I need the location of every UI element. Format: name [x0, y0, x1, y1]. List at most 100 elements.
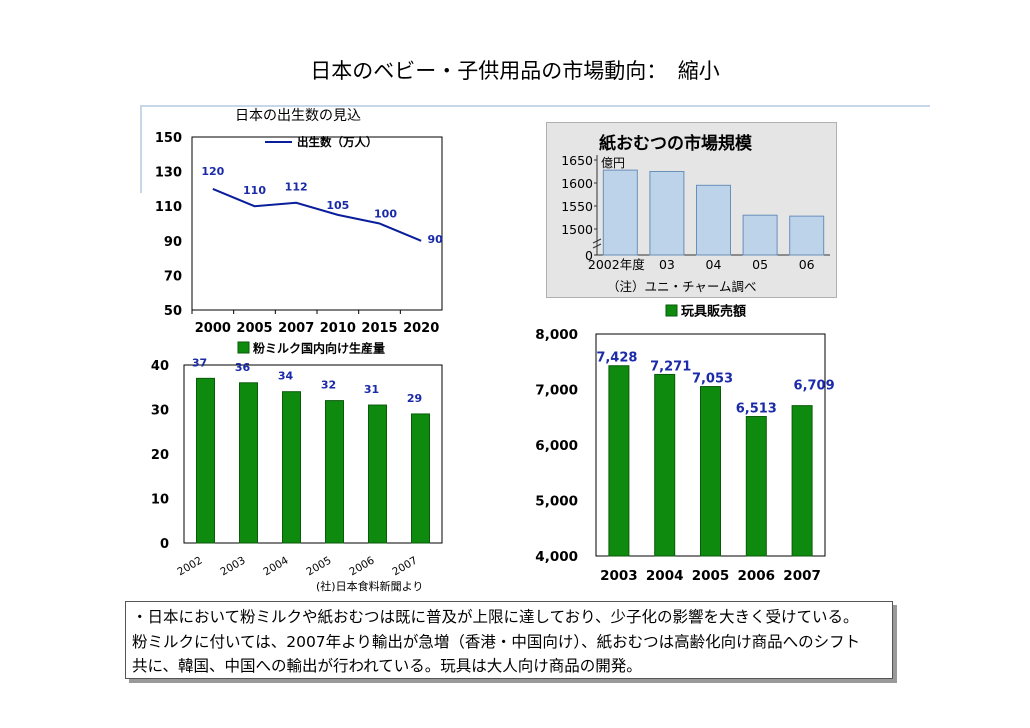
x-tick-label: 05: [752, 257, 768, 272]
x-tick-label: 2004: [261, 554, 290, 578]
y-tick-label: 7,000: [535, 383, 578, 399]
data-label: 90: [428, 233, 444, 246]
data-label: 31: [364, 383, 379, 396]
bar: [325, 400, 344, 544]
decorative-frame-line: [140, 107, 142, 193]
legend-color-swatch: [237, 341, 250, 354]
y-tick-label: 5,000: [535, 494, 578, 510]
y-tick-label: 4,000: [535, 549, 578, 565]
data-label: 29: [407, 392, 422, 405]
x-tick-label: 04: [706, 257, 722, 272]
x-tick-label: 2015: [361, 321, 397, 336]
legend-label: 粉ミルク国内向け生産量: [253, 341, 385, 356]
data-label: 36: [235, 361, 251, 374]
x-tick-label: 2020: [403, 321, 439, 336]
chart-legend: 出生数（万人）: [265, 135, 378, 149]
page-title: 日本のベビー・子供用品の市場動向： 縮小: [310, 59, 720, 83]
births-line-chart: 日本の出生数の見込 出生数（万人） 150 130 110 90 70 50 2000 200…: [155, 108, 444, 336]
y-tick-label: 8,000: [535, 327, 578, 343]
milk-production-bar-chart: 粉ミルク国内向け生産量 40 30 20 10 0 2002 2003 2004 2005 200…: [151, 341, 443, 579]
diaper-market-panel: 紙おむつの市場規模 億円 1650 1600 1550 1500 0 2002年度 03 0…: [546, 122, 837, 298]
diaper-market-bar-chart: 紙おむつの市場規模 億円 1650 1600 1550 1500 0 2002年度 03 0…: [561, 133, 830, 294]
x-tick-label: 2002: [175, 555, 204, 579]
x-tick-label: 2010: [320, 321, 356, 336]
series-line: [212, 187, 422, 242]
data-label: 7,428: [596, 351, 637, 366]
chart-legend: 粉ミルク国内向け生産量: [237, 341, 385, 356]
toy-sales-bar-chart: 玩具販売額 8,000 7,000 6,000 5,000 4,000 2003 2004 2…: [535, 304, 835, 585]
axis-break-mark: [592, 238, 602, 249]
x-tick-label: 2005: [236, 321, 272, 336]
y-tick-label: 6,000: [535, 438, 578, 454]
bar: [742, 214, 778, 256]
bar: [789, 215, 825, 256]
plot-area: [191, 136, 443, 311]
y-tick-label: 1650: [561, 153, 593, 168]
chart-footnote: （注）ユニ・チャーム調べ: [607, 279, 757, 294]
y-tick-label: 1600: [561, 176, 593, 191]
x-tick-label: 06: [799, 257, 815, 272]
x-tick-label: 2006: [738, 568, 776, 584]
data-label: 100: [374, 208, 397, 221]
legend-label: 玩具販売額: [681, 304, 746, 320]
summary-line: ・日本において粉ミルクや紙おむつは既に普及が上限に達しており、少子化の影響を大き…: [132, 608, 859, 626]
x-tick-label: 2002年度: [588, 257, 645, 272]
bar: [239, 382, 258, 544]
data-label: 112: [285, 181, 308, 194]
y-tick-label: 90: [164, 235, 182, 250]
y-tick-label: 20: [151, 448, 169, 463]
legend-color-swatch: [665, 304, 678, 317]
bar: [745, 416, 767, 557]
x-tick-label: 2006: [347, 554, 376, 578]
data-label: 110: [243, 184, 266, 197]
bar: [411, 413, 430, 544]
x-tick-label: 2005: [692, 568, 730, 584]
data-label: 34: [278, 370, 294, 383]
bar: [700, 386, 721, 557]
x-tick-label: 2005: [304, 555, 333, 579]
bar: [368, 404, 387, 544]
chart-title: 日本の出生数の見込: [235, 108, 361, 124]
source-note: (社)日本食料新聞より: [316, 580, 424, 593]
x-tick-label: 2007: [278, 321, 314, 336]
data-label: 6,513: [736, 402, 777, 417]
chart-legend: 玩具販売額: [665, 304, 746, 320]
x-tick-label: 2007: [783, 568, 821, 584]
y-tick-label: 150: [155, 131, 182, 146]
bar: [649, 171, 685, 256]
y-tick-label: 10: [151, 493, 169, 508]
unit-label: 億円: [601, 156, 625, 170]
data-label: 120: [201, 165, 224, 178]
x-tick-label: 2004: [646, 568, 684, 584]
summary-line: 粉ミルクに付いては、2007年より輸出が急増（香港・中国向け）、紙おむつは高齢化…: [132, 632, 861, 651]
data-label: 32: [321, 379, 336, 392]
y-tick-label: 130: [155, 166, 182, 181]
y-tick-label: 40: [151, 359, 169, 374]
data-label: 37: [192, 356, 207, 369]
x-tick-label: 2003: [218, 555, 247, 579]
bar: [696, 184, 731, 256]
y-tick-label: 1550: [561, 199, 593, 214]
plot-area: [183, 364, 443, 544]
data-label: 7,271: [650, 359, 691, 374]
y-tick-label: 0: [585, 248, 593, 263]
x-tick-label: 2007: [390, 555, 419, 579]
decorative-frame-line: [140, 105, 930, 107]
y-tick-label: 70: [164, 269, 182, 284]
y-tick-label: 30: [151, 404, 169, 419]
data-label: 7,053: [692, 372, 733, 387]
bar: [608, 365, 630, 557]
bar: [791, 405, 813, 557]
summary-note-box: ・日本において粉ミルクや紙おむつは既に普及が上限に達しており、少子化の影響を大き…: [125, 601, 893, 679]
y-tick-label: 110: [155, 200, 182, 215]
x-tick-label: 2000: [195, 321, 231, 336]
bar: [282, 391, 301, 544]
bar: [654, 373, 676, 557]
y-tick-label: 1500: [561, 222, 593, 237]
x-tick-label: 03: [659, 257, 675, 272]
y-tick-label: 50: [164, 304, 182, 319]
summary-line: 共に、韓国、中国への輸出が行われている。玩具は大人向け商品の開発。: [132, 657, 642, 675]
data-label: 6,709: [794, 379, 835, 394]
data-label: 105: [326, 199, 349, 212]
y-tick-label: 0: [160, 537, 169, 552]
